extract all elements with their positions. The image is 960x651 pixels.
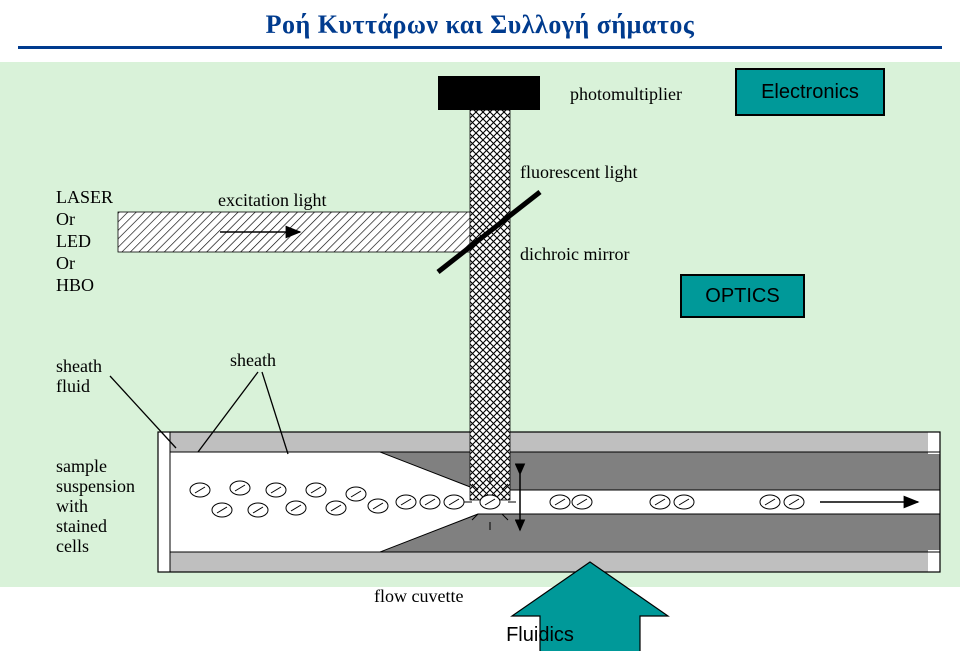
optics-box: OPTICS bbox=[680, 274, 805, 318]
optics-label: OPTICS bbox=[705, 285, 779, 308]
photomultiplier-block bbox=[438, 76, 540, 110]
label-dichroic-mirror: dichroic mirror bbox=[520, 244, 629, 265]
electronics-box: Electronics bbox=[735, 68, 885, 116]
fluidics-label: Fluidics bbox=[506, 624, 574, 647]
electronics-label: Electronics bbox=[761, 81, 859, 104]
label-sheath: sheath bbox=[230, 350, 276, 371]
fluidics-arrow-label: Fluidics bbox=[490, 620, 590, 650]
label-sample-suspension: samplesuspensionwithstainedcells bbox=[56, 456, 135, 556]
label-fluorescent-light: fluorescent light bbox=[520, 162, 637, 183]
label-excitation-light: excitation light bbox=[218, 190, 326, 211]
label-flow-cuvette: flow cuvette bbox=[374, 586, 463, 607]
label-photomultiplier: photomultiplier bbox=[570, 84, 682, 105]
page-title: Ροή Κυττάρων και Συλλογή σήματος bbox=[266, 10, 695, 39]
title-rule bbox=[18, 46, 942, 49]
label-waste: waste bbox=[842, 492, 883, 513]
label-laser-block: LASEROrLEDOrHBO bbox=[56, 186, 113, 296]
diagram-background bbox=[0, 62, 960, 587]
label-sheath-fluid: sheathfluid bbox=[56, 356, 102, 396]
